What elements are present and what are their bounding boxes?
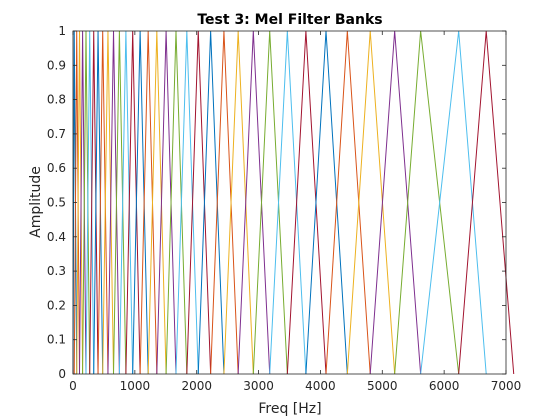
x-tick-label: 5000	[367, 379, 398, 393]
y-tick-label: 0.5	[47, 196, 66, 210]
x-tick-label: 2000	[181, 379, 212, 393]
x-axis-ticks: 0 1000 2000 3000 4000 5000 6000 7000	[69, 31, 521, 393]
y-tick-label: 0.2	[47, 298, 66, 312]
y-axis-ticks: 0 0.1 0.2 0.3 0.4 0.5 0.6 0.7 0.8 0.9 1	[47, 24, 506, 381]
x-tick-label: 1000	[120, 379, 151, 393]
y-tick-label: 0.1	[47, 333, 66, 347]
x-tick-label: 0	[69, 379, 77, 393]
y-tick-label: 0	[58, 367, 66, 381]
x-tick-label: 6000	[429, 379, 460, 393]
y-axis-label: Amplitude	[28, 166, 44, 238]
y-tick-label: 0.6	[47, 161, 66, 175]
y-tick-label: 0.4	[47, 230, 66, 244]
y-tick-label: 0.9	[47, 58, 66, 72]
x-tick-label: 4000	[305, 379, 336, 393]
y-tick-label: 0.3	[47, 264, 66, 278]
x-tick-label: 7000	[491, 379, 522, 393]
y-tick-label: 1	[58, 24, 66, 38]
y-tick-label: 0.8	[47, 93, 66, 107]
plot-background	[73, 31, 506, 374]
chart-title: Test 3: Mel Filter Banks	[197, 12, 382, 28]
y-tick-label: 0.7	[47, 127, 66, 141]
x-tick-label: 3000	[243, 379, 274, 393]
x-axis-label: Freq [Hz]	[258, 401, 321, 417]
